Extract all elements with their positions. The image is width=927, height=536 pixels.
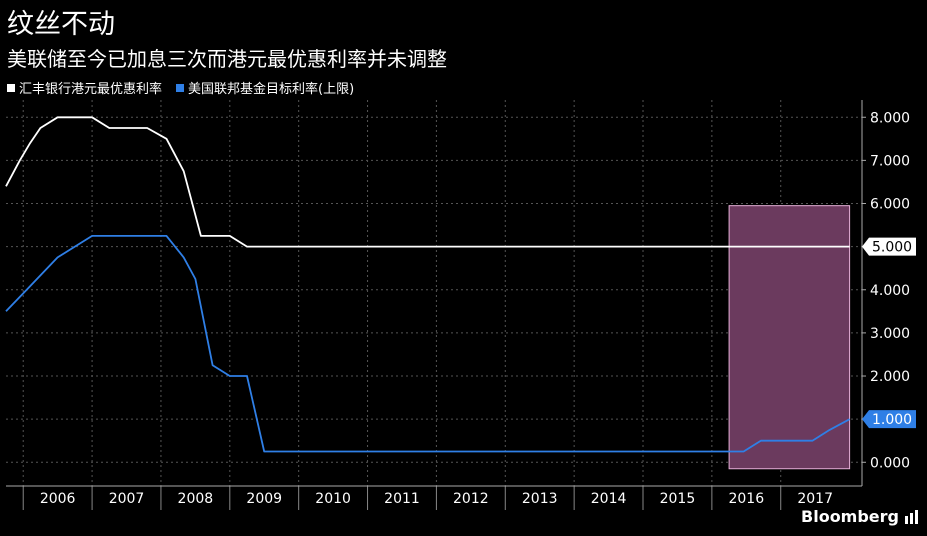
x-tick-label: 2006 [40,491,76,507]
y-tick-label: 8.000 [870,110,910,126]
series-line-0 [5,116,850,248]
x-tick-label: 2011 [384,491,420,507]
x-tick-label: 2016 [728,491,764,507]
legend-swatch-hsbc [7,83,15,92]
y-tick-label: 0.000 [870,455,910,471]
x-tick-label: 2017 [797,491,833,507]
x-tick-label: 2010 [315,491,351,507]
last-value-label-0: 5.000 [872,240,912,256]
chart-subtitle: 美联储至今已加息三次而港元最优惠利率并未调整 [7,47,447,71]
x-tick-label: 2013 [522,491,558,507]
y-tick-label: 4.000 [870,283,910,299]
legend-item-hsbc: 汇丰银行港元最优惠利率 [7,78,162,97]
x-tick-label: 2015 [660,491,696,507]
chart-title: 纹丝不动 [7,9,115,40]
last-value-badge-0 [862,237,916,256]
y-tick-label: 6.000 [870,197,910,213]
last-value-label-1: 1.000 [872,412,912,428]
x-tick-label: 2012 [453,491,489,507]
brand-name: Bloomberg [801,507,899,526]
legend-label-fed: 美国联邦基金目标利率(上限) [188,82,355,97]
legend: 汇丰银行港元最优惠利率 美国联邦基金目标利率(上限) [7,78,354,97]
x-tick-label: 2008 [178,491,214,507]
legend-swatch-fed [176,83,185,92]
highlight-region [728,205,851,470]
x-tick-label: 2007 [109,491,145,507]
last-value-badge-1 [862,410,916,429]
x-tick-label: 2014 [591,491,627,507]
y-tick-label: 7.000 [870,153,910,169]
x-tick-label: 2009 [246,491,282,507]
legend-item-fed: 美国联邦基金目标利率(上限) [176,78,354,97]
legend-label-hsbc: 汇丰银行港元最优惠利率 [19,82,163,97]
y-tick-label: 3.000 [870,326,910,342]
y-tick-label: 2.000 [870,369,910,385]
brand-logo: Bloomberg [801,507,919,526]
bar-chart-icon [905,509,918,524]
series-line-1 [5,235,851,453]
